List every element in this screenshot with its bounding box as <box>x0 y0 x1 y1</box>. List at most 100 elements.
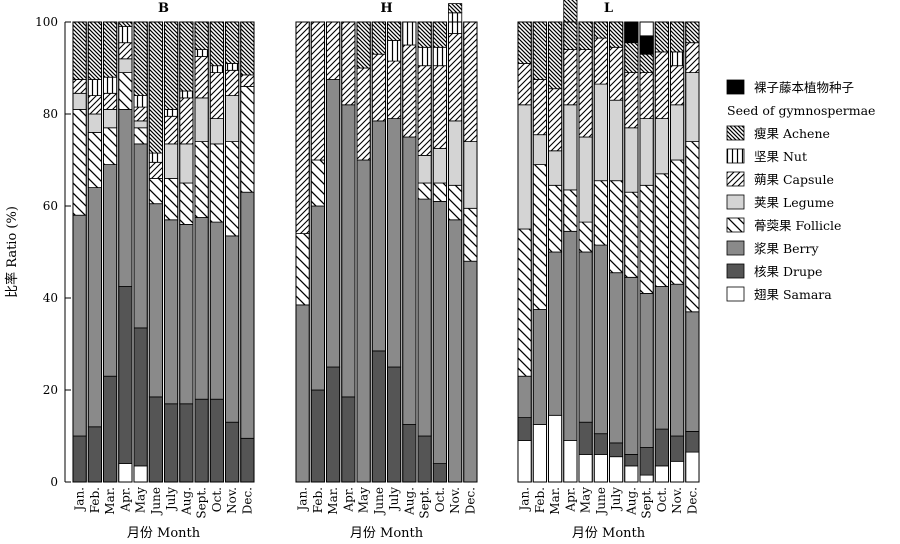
bar-segment-berry <box>87 187 102 428</box>
bar-outline <box>356 21 371 483</box>
bar-segment-follicle <box>593 180 608 246</box>
bar-segment-follicle <box>194 141 209 218</box>
bar-segment-legume <box>670 104 685 161</box>
bar-segment-capsule <box>448 33 463 122</box>
bar-segment-drupe <box>624 453 639 467</box>
bar-segment-follicle <box>563 189 578 232</box>
x-tick-label: Apr. <box>341 487 355 513</box>
x-tick-label: Sept. <box>418 487 432 519</box>
bar-segment-follicle <box>432 182 447 202</box>
bar-segment-samara <box>609 456 624 483</box>
bar-segment-legume <box>118 58 133 73</box>
bar-segment-follicle <box>87 131 102 188</box>
legend-swatch-achene <box>726 125 745 141</box>
bar-segment-capsule <box>87 95 102 115</box>
bar-segment-nut <box>87 79 102 97</box>
bar-segment-nut <box>670 51 685 67</box>
bar-segment-berry <box>624 276 639 455</box>
bar-segment-capsule <box>517 63 532 106</box>
bar-segment-capsule <box>310 21 325 161</box>
bar-segment-nut <box>164 109 179 117</box>
bar-outline <box>295 21 310 483</box>
bar-outline <box>685 21 700 483</box>
bar-segment-berry <box>326 79 341 368</box>
bar-outline <box>179 21 194 483</box>
bar-segment-follicle <box>103 127 118 166</box>
x-tick-label: Dec. <box>240 487 254 514</box>
bar-outline <box>608 21 624 483</box>
bar-segment-drupe <box>371 350 386 483</box>
bar-outline <box>654 21 670 483</box>
bar-segment-samara <box>532 424 547 483</box>
bar-outline <box>447 21 463 483</box>
bar-segment-capsule <box>548 88 563 152</box>
bar-segment-berry <box>164 219 179 405</box>
bar-segment-berry <box>578 251 593 423</box>
bar-segment-berry <box>463 260 478 483</box>
bar-segment-drupe <box>341 396 356 483</box>
bar-segment-drupe <box>387 366 402 483</box>
bar-segment-achene <box>209 21 224 67</box>
bar-segment-drupe <box>578 421 593 455</box>
bar-segment-follicle <box>685 141 700 313</box>
y-tick-label: 0 <box>50 475 58 489</box>
bar-segment-drupe <box>103 375 118 483</box>
bar-segment-drupe <box>179 403 194 483</box>
bar-segment-capsule <box>417 65 432 156</box>
bar-segment-follicle <box>448 184 463 221</box>
bar-segment-drupe <box>402 424 417 483</box>
bar-outline <box>371 21 387 483</box>
bar-segment-achene <box>133 21 148 96</box>
bar-segment-achene <box>578 21 593 51</box>
bar-segment-capsule <box>639 72 654 119</box>
bar-segment-capsule <box>654 51 669 119</box>
bar-segment-samara <box>685 451 700 483</box>
bar-segment-follicle <box>225 141 240 237</box>
bar-segment-achene <box>685 21 700 44</box>
bar-outline <box>209 21 225 483</box>
bar-segment-capsule <box>563 49 578 106</box>
x-tick-label: Apr. <box>563 487 577 513</box>
bar-segment-drupe <box>310 389 325 483</box>
bar-segment-nut <box>118 26 133 44</box>
bar-segment-capsule <box>225 69 240 97</box>
bar-segment-berry <box>387 118 402 368</box>
bar-segment-legume <box>194 97 209 143</box>
bar-segment-achene <box>417 21 432 48</box>
x-tick-label: July <box>387 487 401 512</box>
bar-outline <box>240 21 255 483</box>
bar-segment-capsule <box>326 21 341 80</box>
bar-segment-achene <box>517 21 532 64</box>
bar-segment-berry <box>341 104 356 398</box>
legend-swatch-berry <box>726 240 745 256</box>
bar-segment-legume <box>639 118 654 186</box>
bar-segment-achene <box>387 21 402 41</box>
bar-segment-drupe <box>133 327 148 467</box>
bar-outline <box>578 21 593 483</box>
bar-outline <box>563 21 578 483</box>
bar-outline <box>463 21 478 483</box>
bar-segment-drupe <box>240 437 255 483</box>
bar-outline <box>547 21 563 483</box>
bar-outline <box>148 21 164 483</box>
bar-segment-drupe <box>194 398 209 483</box>
bar-segment-capsule <box>356 67 371 161</box>
bar-segment-berry <box>194 217 209 400</box>
legend-item-nut: 坚果 Nut <box>726 148 807 164</box>
y-tick-label: 60 <box>43 199 58 213</box>
bar-segment-berry <box>133 143 148 329</box>
bar-outline <box>639 21 654 483</box>
bar-segment-nut <box>225 63 240 71</box>
bar-segment-legume <box>103 109 118 129</box>
bar-segment-capsule <box>209 72 224 119</box>
x-tick-label: Sept. <box>195 487 209 519</box>
bar-segment-samara <box>639 474 654 483</box>
bar-outline <box>624 21 639 483</box>
bar-segment-berry <box>448 219 463 483</box>
bar-segment-legume <box>72 92 87 110</box>
bar-segment-follicle <box>240 86 255 193</box>
bar-segment-capsule <box>609 46 624 101</box>
x-tick-label: Nov. <box>225 487 239 514</box>
x-tick-label: Dec. <box>685 487 699 514</box>
bar-segment-legume <box>225 95 240 142</box>
